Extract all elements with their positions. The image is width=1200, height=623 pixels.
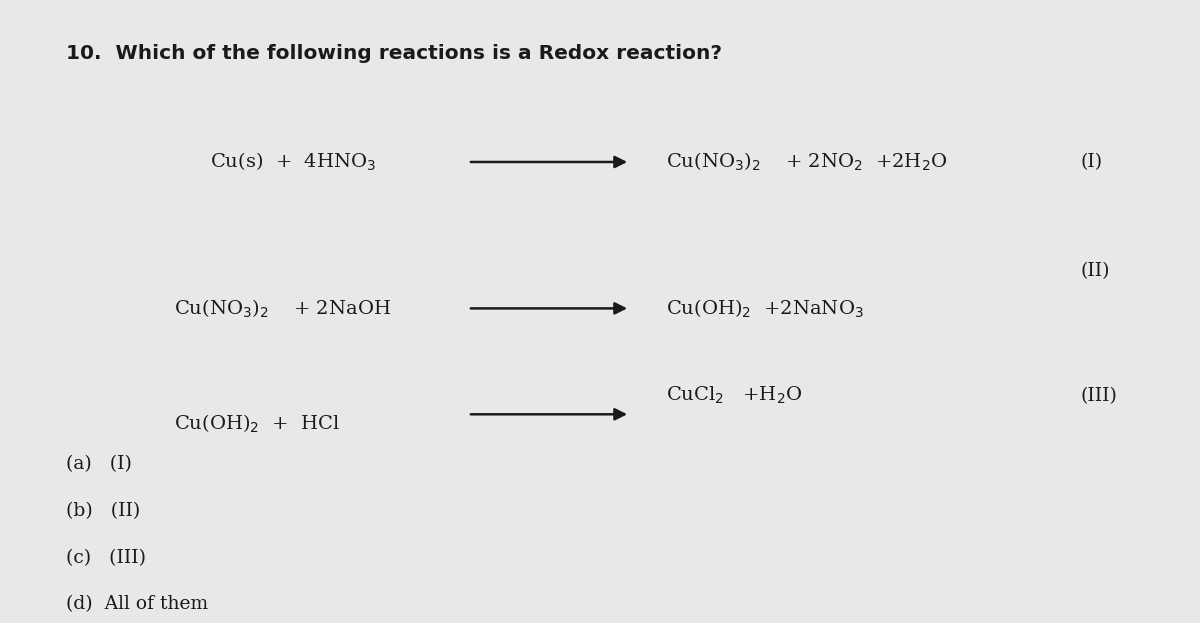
Text: 10.  Which of the following reactions is a Redox reaction?: 10. Which of the following reactions is … <box>66 44 722 62</box>
Text: CuCl$_2$   +H$_2$O: CuCl$_2$ +H$_2$O <box>666 385 803 406</box>
Text: (d)  All of them: (d) All of them <box>66 596 208 613</box>
Text: (c)   (III): (c) (III) <box>66 549 146 566</box>
Text: Cu(s)  +  4HNO$_3$: Cu(s) + 4HNO$_3$ <box>210 151 376 173</box>
Text: (a)   (I): (a) (I) <box>66 455 132 473</box>
Text: Cu(OH)$_2$  +  HCl: Cu(OH)$_2$ + HCl <box>174 412 340 435</box>
Text: Cu(OH)$_2$  +2NaNO$_3$: Cu(OH)$_2$ +2NaNO$_3$ <box>666 297 864 320</box>
Text: Cu(NO$_3$)$_2$    + 2NaOH: Cu(NO$_3$)$_2$ + 2NaOH <box>174 297 391 320</box>
Text: Cu(NO$_3$)$_2$    + 2NO$_2$  +2H$_2$O: Cu(NO$_3$)$_2$ + 2NO$_2$ +2H$_2$O <box>666 151 947 173</box>
Text: (I): (I) <box>1080 153 1102 171</box>
Text: (b)   (II): (b) (II) <box>66 502 140 520</box>
Text: (II): (II) <box>1080 262 1110 280</box>
Text: (III): (III) <box>1080 387 1117 404</box>
